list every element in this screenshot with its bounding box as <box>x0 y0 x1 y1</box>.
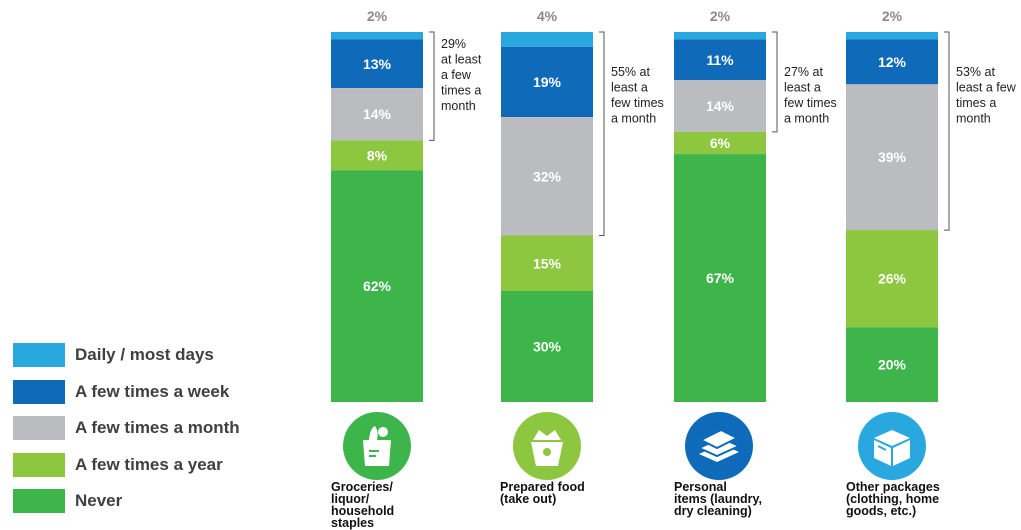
legend-item-month: A few times a month <box>13 410 240 447</box>
bar-personal-items-month <box>674 80 766 132</box>
bar-prepared-food-week <box>501 46 593 118</box>
legend-label-year: A few times a year <box>75 454 223 474</box>
bar-other-packages-never <box>846 327 938 402</box>
package-box-icon <box>856 410 928 482</box>
bar-other-packages-month <box>846 84 938 231</box>
legend-label-never: Never <box>75 491 123 511</box>
bracket-groceries <box>429 31 435 141</box>
value-label-prepared-food-week: 19% <box>533 74 562 90</box>
bar-prepared-food-year <box>501 235 593 291</box>
value-label-personal-items-never: 67% <box>706 270 735 286</box>
annotation-personal-items: 27% at least a few times a month <box>784 65 837 126</box>
bar-groceries-daily <box>331 32 423 40</box>
legend-swatch-never <box>13 489 65 514</box>
annotation-prepared-food: 55% at least a few times a month <box>611 65 664 126</box>
bar-personal-items-daily <box>674 32 766 40</box>
category-label-groceries: Groceries/ liquor/ household staples <box>331 480 395 530</box>
legend-swatch-year <box>13 452 65 477</box>
legend-label-daily: Daily / most days <box>75 345 214 365</box>
takeout-box-icon <box>511 410 583 482</box>
grocery-bag-icon <box>341 410 413 482</box>
value-label-other-packages-week: 12% <box>878 54 907 70</box>
legend-item-daily: Daily / most days <box>13 337 240 374</box>
bar-other-packages-daily <box>846 32 938 40</box>
legend-swatch-daily <box>13 343 65 368</box>
bar-prepared-food-month <box>501 117 593 236</box>
bar-prepared-food-never <box>501 291 593 402</box>
legend: Daily / most days A few times a week A f… <box>13 337 240 520</box>
value-label-other-packages-month: 39% <box>878 149 907 165</box>
legend-label-week: A few times a week <box>75 381 230 401</box>
annotation-groceries: 29% at least a few times a month <box>441 37 482 113</box>
legend-item-never: Never <box>13 483 240 520</box>
value-label-prepared-food-never: 30% <box>533 339 562 355</box>
value-label-other-packages-year: 26% <box>878 271 907 287</box>
value-label-groceries-week: 13% <box>363 56 392 72</box>
value-label-personal-items-month: 14% <box>706 98 735 114</box>
legend-item-week: A few times a week <box>13 374 240 411</box>
value-label-groceries-month: 14% <box>363 106 392 122</box>
value-label-other-packages-never: 20% <box>878 357 907 373</box>
value-label-prepared-food-month: 32% <box>533 168 562 184</box>
bar-personal-items-year <box>674 131 766 155</box>
legend-swatch-month <box>13 416 65 441</box>
bar-personal-items-never <box>674 154 766 402</box>
bar-other-packages-year <box>846 230 938 328</box>
bar-groceries-never <box>331 170 423 402</box>
value-label-groceries-never: 62% <box>363 278 392 294</box>
value-label-groceries-year: 8% <box>367 147 388 163</box>
category-label-prepared-food: Prepared food (take out) <box>500 480 585 506</box>
bar-groceries-year <box>331 140 423 171</box>
bracket-other-packages <box>944 31 950 231</box>
bar-other-packages-week <box>846 39 938 85</box>
category-label-personal-items: Personal items (laundry, dry cleaning) <box>674 480 762 518</box>
value-label-personal-items-daily: 2% <box>710 8 731 24</box>
value-label-prepared-food-year: 15% <box>533 255 562 271</box>
category-label-other-packages: Other packages (clothing, home goods, et… <box>846 480 940 518</box>
bar-prepared-food-daily <box>501 32 593 47</box>
bar-personal-items-week <box>674 39 766 81</box>
value-label-personal-items-year: 6% <box>710 135 731 151</box>
legend-item-year: A few times a year <box>13 447 240 484</box>
value-label-personal-items-week: 11% <box>706 52 734 68</box>
legend-swatch-week <box>13 379 65 404</box>
value-label-groceries-daily: 2% <box>367 8 388 24</box>
folded-laundry-icon <box>683 410 755 482</box>
value-label-prepared-food-daily: 4% <box>537 8 558 24</box>
legend-label-month: A few times a month <box>75 418 240 438</box>
bracket-prepared-food <box>599 31 605 236</box>
value-label-other-packages-daily: 2% <box>882 8 903 24</box>
bar-groceries-month <box>331 88 423 141</box>
bracket-personal-items <box>772 31 778 133</box>
bar-groceries-week <box>331 39 423 89</box>
annotation-other-packages: 53% at least a few times a month <box>956 65 1017 126</box>
